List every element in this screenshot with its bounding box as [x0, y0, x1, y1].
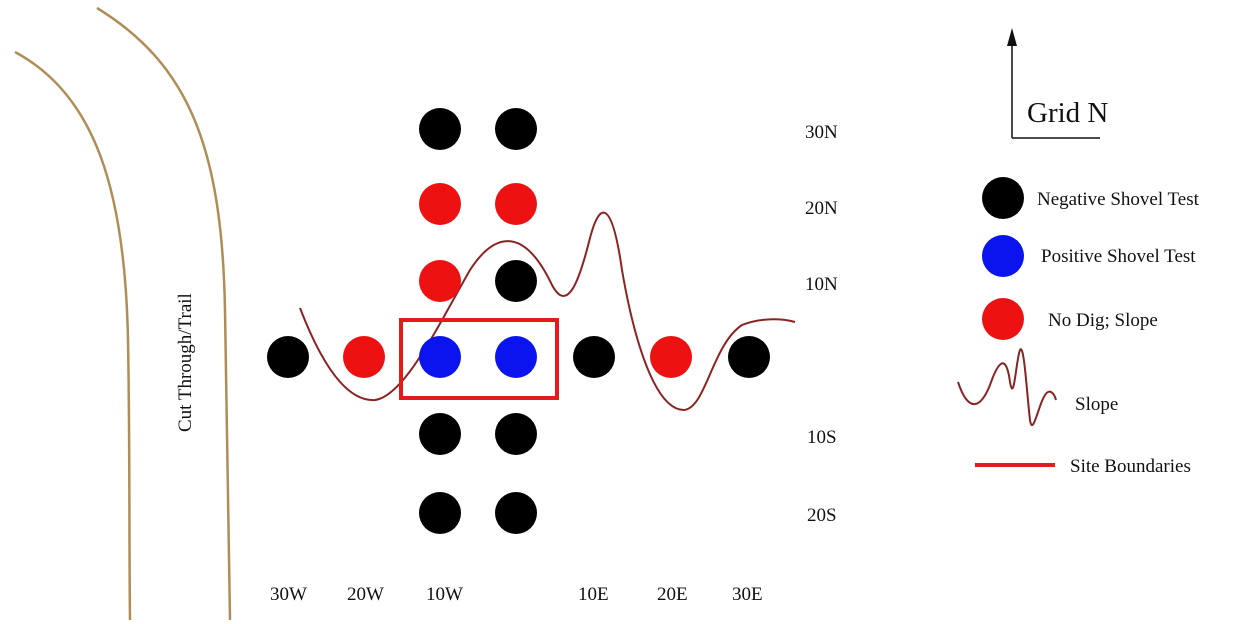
trail-label: Cut Through/Trail — [175, 293, 196, 432]
shovel-test-positive-10w-0 — [419, 336, 461, 378]
shovel-test-negative-5w-10s — [495, 413, 537, 455]
legend-negative-label: Negative Shovel Test — [1037, 189, 1200, 210]
shovel-test-negative-10w-20s — [419, 492, 461, 534]
shovel-test-no-dig-20w-0 — [343, 336, 385, 378]
shovel-test-no-dig-20e-0 — [650, 336, 692, 378]
grid-label-10s: 10S — [807, 427, 837, 448]
grid-label-30w: 30W — [270, 584, 307, 605]
shovel-test-negative-5w-30n — [495, 108, 537, 150]
shovel-test-positive-5w-0 — [495, 336, 537, 378]
north-label: Grid N — [1027, 97, 1108, 129]
grid-label-10e: 10E — [578, 584, 609, 605]
trail: Cut Through/Trail — [14, 6, 232, 621]
legend: Negative Shovel Test Positive Shovel Tes… — [957, 177, 1200, 477]
legend-no-dig-label: No Dig; Slope — [1048, 310, 1158, 331]
shovel-test-negative-10w-10s — [419, 413, 461, 455]
shovel-test-negative-10e-0 — [573, 336, 615, 378]
site-boundary — [399, 318, 559, 400]
grid-label-20n: 20N — [805, 198, 838, 219]
grid-label-20w: 20W — [347, 584, 384, 605]
shovel-test-no-dig-10w-10n — [419, 260, 461, 302]
legend-site-boundary-label: Site Boundaries — [1070, 456, 1191, 477]
legend-negative-marker — [982, 177, 1024, 219]
trail-edge-west — [14, 50, 132, 621]
slope-line — [299, 211, 796, 412]
legend-slope-label: Slope — [1075, 394, 1118, 415]
legend-positive-marker — [982, 235, 1024, 277]
north-arrowhead-icon — [1007, 28, 1017, 46]
shovel-test-negative-5w-20s — [495, 492, 537, 534]
shovel-test-negative-5w-10n — [495, 260, 537, 302]
shovel-test-negative-30w-0 — [267, 336, 309, 378]
trail-edge-east — [96, 6, 232, 621]
grid-y-labels: 30N 20N 10N 10S 20S — [805, 122, 838, 526]
shovel-tests — [267, 108, 770, 534]
grid-label-10n: 10N — [805, 274, 838, 295]
north-arrow: Grid N — [1007, 28, 1108, 139]
grid-label-20s: 20S — [807, 505, 837, 526]
grid-label-30e: 30E — [732, 584, 763, 605]
shovel-test-no-dig-5w-20n — [495, 183, 537, 225]
legend-positive-label: Positive Shovel Test — [1041, 246, 1196, 267]
grid-label-30n: 30N — [805, 122, 838, 143]
grid-label-20e: 20E — [657, 584, 688, 605]
grid-label-10w: 10W — [426, 584, 463, 605]
shovel-test-negative-10w-30n — [419, 108, 461, 150]
legend-no-dig-marker — [982, 298, 1024, 340]
grid-x-labels: 30W 20W 10W 10E 20E 30E — [270, 584, 763, 605]
legend-slope-icon — [957, 348, 1057, 426]
shovel-test-negative-30e-0 — [728, 336, 770, 378]
shovel-test-no-dig-10w-20n — [419, 183, 461, 225]
